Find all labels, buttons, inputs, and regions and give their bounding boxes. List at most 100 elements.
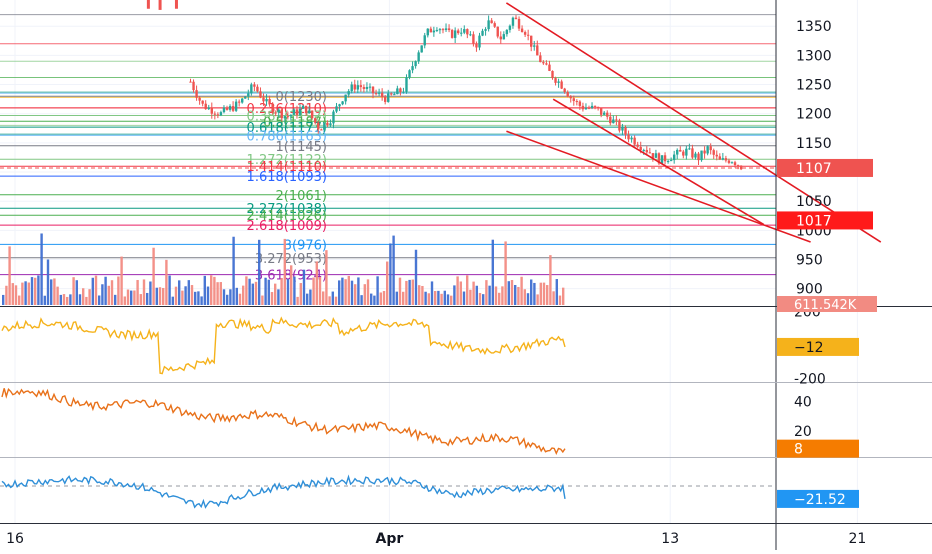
- candle-body: [478, 35, 481, 48]
- volume-bar: [11, 283, 14, 305]
- volume-bar: [66, 296, 69, 305]
- volume-bar: [152, 247, 155, 305]
- candle-body: [271, 103, 274, 113]
- volume-bar: [498, 292, 501, 305]
- volume-bar: [459, 281, 462, 305]
- candle-body: [727, 160, 731, 163]
- candle-body: [505, 29, 509, 35]
- price-tick-label: 1200: [796, 107, 832, 123]
- volume-bar: [328, 296, 331, 305]
- target-price-label: 1017: [796, 213, 832, 229]
- volume-bar: [50, 279, 53, 305]
- volume-bar: [318, 277, 322, 305]
- volume-bar: [542, 282, 546, 305]
- candle-body: [709, 146, 712, 151]
- volume-bar: [37, 275, 40, 305]
- trendline[interactable]: [505, 2, 882, 243]
- candle-body: [219, 112, 223, 116]
- indicator-pane-3[interactable]: [0, 474, 776, 509]
- candle-body: [691, 148, 694, 158]
- indicator-line[interactable]: [1, 316, 566, 375]
- candle-body: [283, 116, 287, 119]
- volume-bar: [216, 282, 219, 305]
- price-tick-label: 1300: [796, 48, 832, 64]
- volume-bar: [389, 243, 392, 305]
- candle-body: [189, 81, 192, 83]
- fib-level-label: 1.414(1110): [247, 160, 327, 175]
- price-tick-label: 1250: [796, 78, 832, 94]
- candle-body: [441, 29, 445, 31]
- volume-bar: [555, 279, 558, 305]
- volume-bar: [117, 276, 120, 305]
- fib-level-label: 2.414(1026): [247, 209, 327, 224]
- indicator-pane-1[interactable]: [1, 316, 566, 375]
- candle-body: [359, 85, 363, 88]
- candle-body: [496, 26, 499, 37]
- volume-bar: [341, 277, 344, 305]
- candle-body: [642, 149, 645, 151]
- candle-body: [730, 162, 734, 164]
- volume-bar: [398, 277, 402, 305]
- volume-bar: [312, 277, 315, 305]
- volume-bar: [283, 238, 286, 305]
- candle-body: [533, 45, 536, 47]
- volume-bar: [357, 277, 360, 305]
- candle-body: [450, 30, 454, 38]
- candle-body: [387, 93, 390, 102]
- volume-bar: [171, 296, 174, 305]
- price-tick-label: 900: [796, 282, 823, 298]
- candle-body: [253, 84, 256, 87]
- volume-bar: [114, 294, 117, 305]
- candle-body: [493, 23, 496, 27]
- volume-bar: [507, 281, 510, 305]
- volume-bar: [18, 295, 21, 305]
- volume-bar: [88, 289, 91, 305]
- candle-body: [310, 110, 314, 119]
- time-tick-label: 21: [848, 531, 866, 547]
- volume-bar: [56, 286, 59, 305]
- fib-level-label: 0(1230): [276, 90, 328, 105]
- volume-bar: [408, 279, 411, 305]
- volume-bar: [178, 280, 181, 305]
- indicator-pane-2[interactable]: [1, 388, 566, 456]
- candle-body: [502, 34, 506, 40]
- time-axis[interactable]: 16 Apr 13 21: [6, 531, 866, 547]
- candle-body: [679, 149, 682, 152]
- indicator-line[interactable]: [1, 474, 566, 509]
- trendline[interactable]: [506, 130, 811, 243]
- volume-bar: [526, 293, 530, 305]
- candle-body: [736, 165, 740, 167]
- volume-bar: [549, 255, 552, 305]
- trendline[interactable]: [552, 98, 765, 226]
- candle-body: [460, 32, 463, 34]
- candle-body: [237, 101, 241, 103]
- candle-body: [581, 105, 585, 110]
- volume-bar: [539, 282, 542, 305]
- volume-bar: [379, 292, 382, 305]
- volume-bar: [162, 287, 165, 305]
- volume-bar: [530, 279, 533, 305]
- volume-bar: [24, 281, 27, 305]
- candle-body: [548, 64, 551, 71]
- volume-bar: [126, 289, 130, 305]
- candle-body: [566, 92, 569, 97]
- candle-body: [332, 111, 335, 124]
- candle-body: [362, 87, 366, 89]
- candle-body: [207, 107, 210, 110]
- candle-body: [639, 146, 642, 150]
- volume-bar: [158, 287, 162, 305]
- price-candles[interactable]: [146, 0, 743, 171]
- volume-bar: [98, 295, 101, 305]
- candle-body: [146, 0, 150, 9]
- volume-bar: [293, 276, 296, 305]
- candle-body: [265, 98, 268, 102]
- indicator-line[interactable]: [1, 388, 566, 456]
- candle-body: [447, 28, 451, 31]
- candle-body: [609, 116, 612, 124]
- candle-body: [314, 118, 317, 123]
- candle-body: [539, 55, 542, 63]
- candle-body: [627, 134, 630, 140]
- trendlines[interactable]: [505, 2, 882, 243]
- candle-body: [654, 153, 658, 158]
